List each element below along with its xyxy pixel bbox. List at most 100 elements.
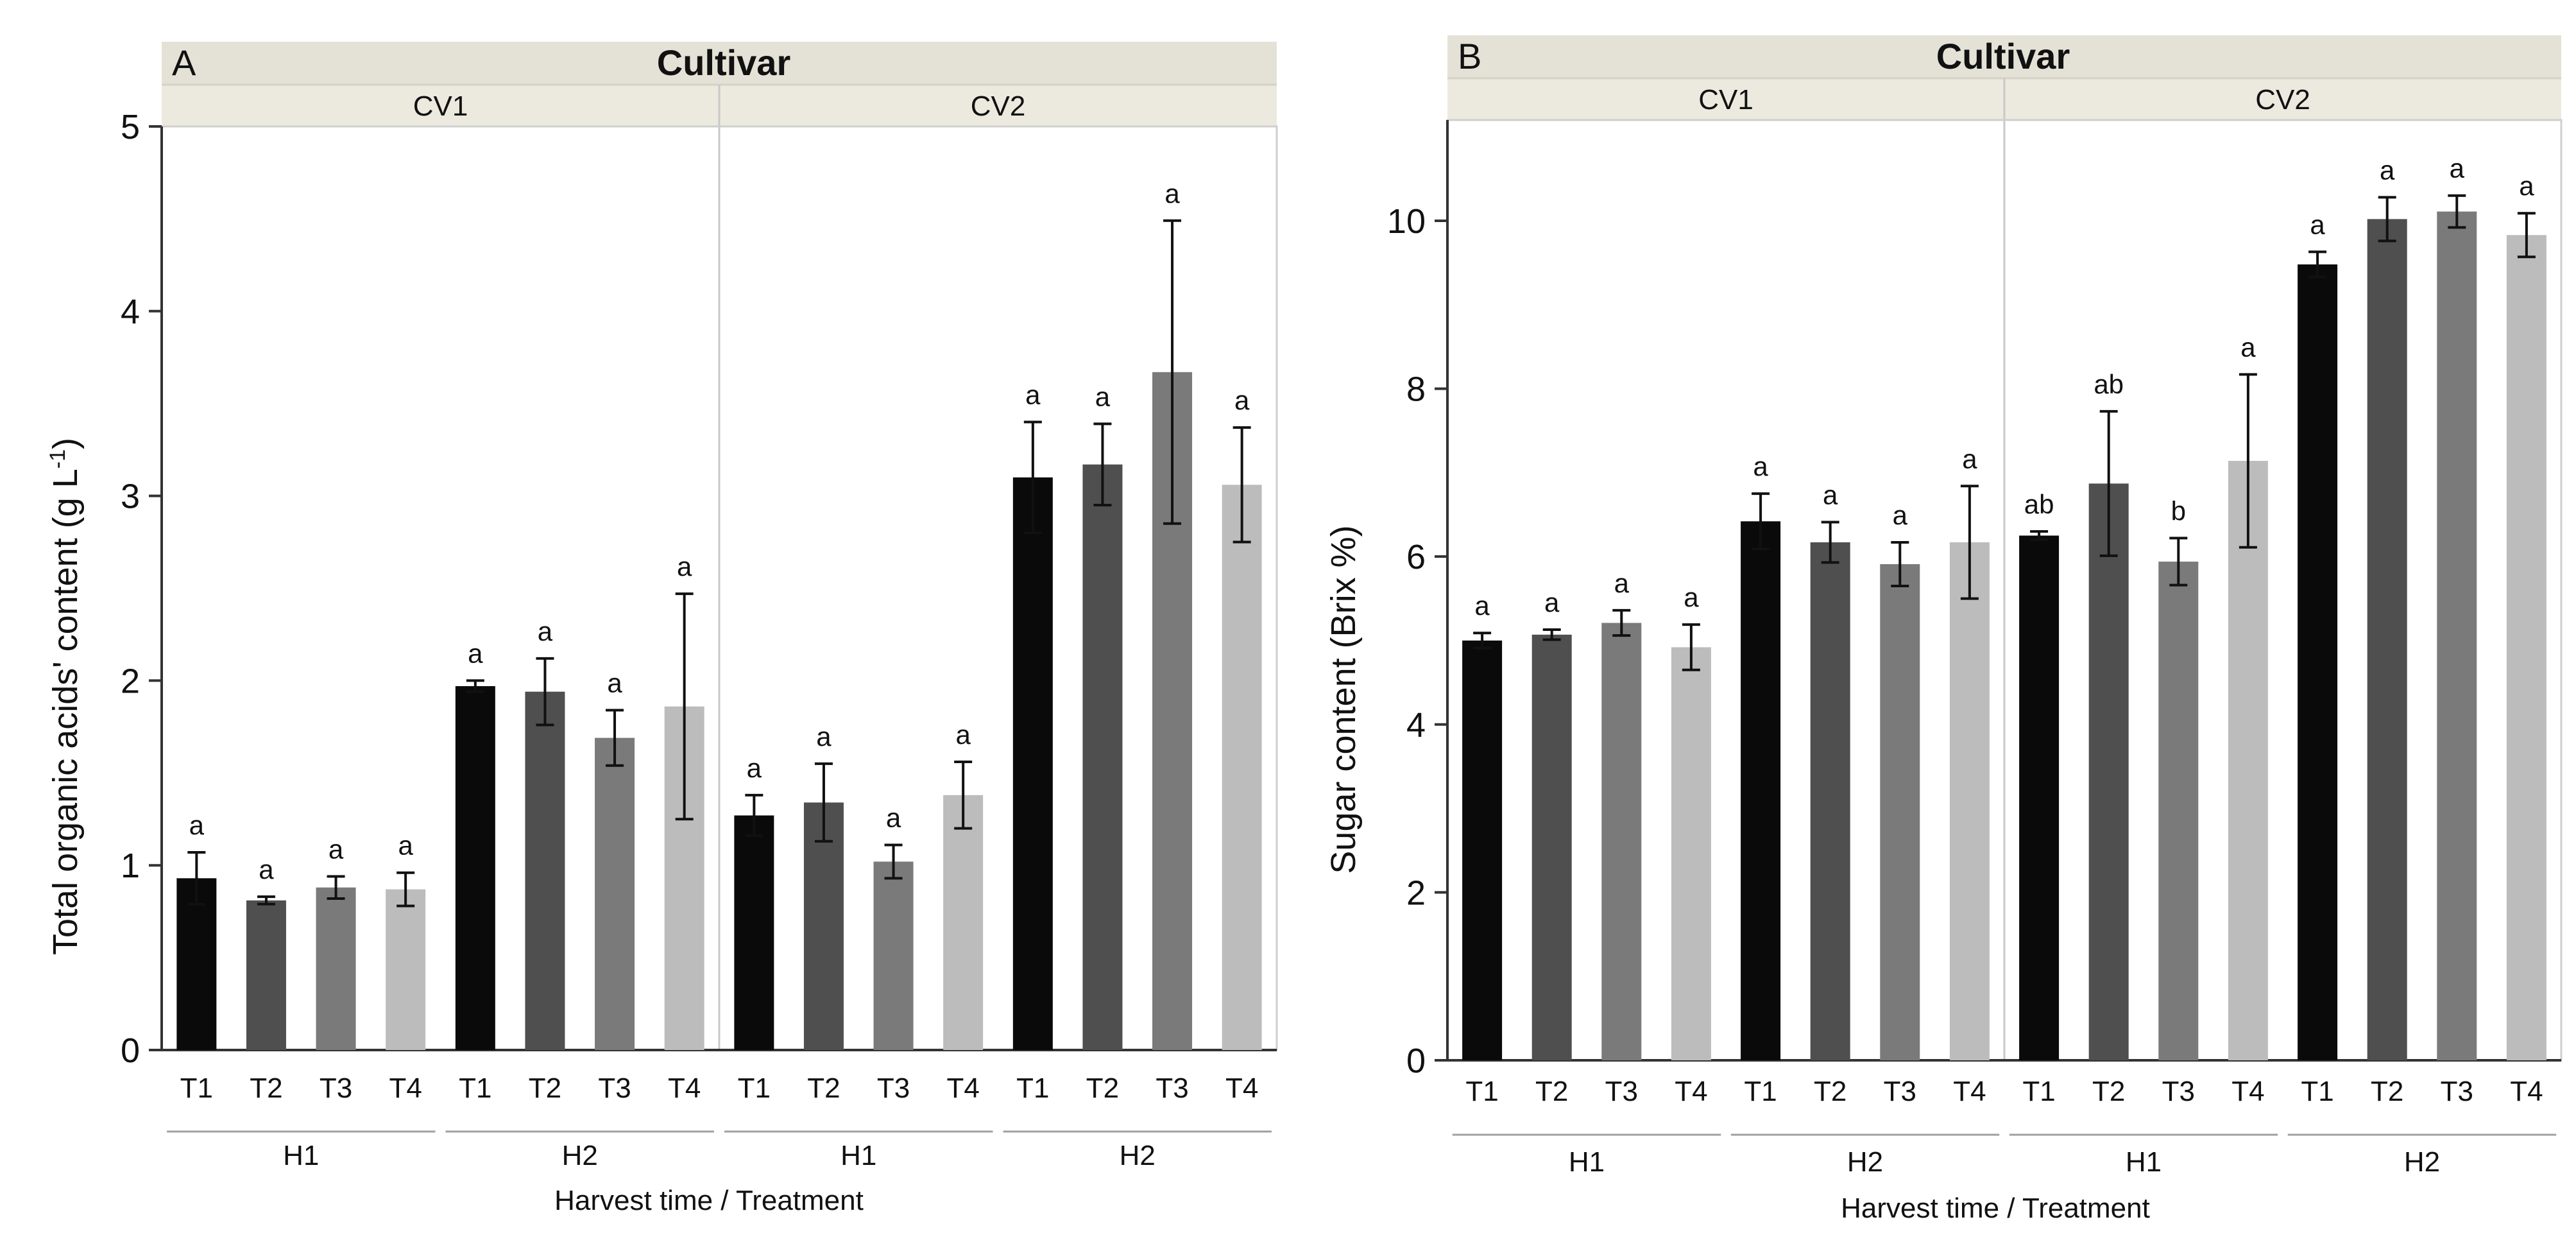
bar-cv1-h1-t2 (246, 900, 286, 1050)
significance-letter: a (747, 753, 762, 783)
panel-label: B (1458, 36, 1481, 76)
x-tick-label: T2 (2092, 1076, 2125, 1107)
significance-letter: ab (2024, 489, 2054, 519)
significance-letter: a (1234, 385, 1250, 415)
significance-letter: a (2519, 171, 2534, 201)
x-tick-label: T2 (250, 1072, 282, 1104)
cultivar-label-cv1: CV1 (413, 90, 468, 122)
significance-letter: a (1823, 480, 1838, 510)
x-tick-label: T4 (1225, 1072, 1258, 1104)
bar-cv2-h1-t2 (803, 802, 844, 1050)
significance-letter: a (189, 810, 205, 840)
bar-cv2-h1-t4 (943, 795, 984, 1050)
significance-letter: a (886, 803, 901, 833)
significance-letter: a (607, 668, 622, 698)
x-tick-label: T2 (807, 1072, 840, 1104)
harvest-label-h2: H2 (2404, 1146, 2440, 1178)
bar-cv1-h2-t3 (595, 737, 635, 1050)
x-tick-label: T4 (389, 1072, 422, 1104)
bar-cv2-h2-t2 (2367, 219, 2407, 1061)
x-tick-label: T3 (2441, 1076, 2473, 1107)
harvest-label-h2: H2 (1847, 1146, 1883, 1178)
y-tick-label: 0 (121, 1031, 140, 1070)
y-tick-label: 5 (121, 108, 140, 146)
y-axis-title: Total organic acids' content (g L-1) (46, 438, 85, 955)
bar-cv2-h1-t4 (2228, 461, 2268, 1060)
x-tick-label: T2 (1086, 1072, 1119, 1104)
bar-cv2-h2-t2 (1082, 464, 1123, 1050)
bar-cv1-h1-t1 (1462, 640, 1503, 1060)
x-tick-label: T1 (2022, 1076, 2055, 1107)
significance-letter: a (538, 616, 553, 646)
x-tick-label: T3 (1884, 1076, 1916, 1107)
significance-letter: a (398, 831, 413, 861)
significance-letter: a (1544, 587, 1560, 617)
bar-cv1-h2-t2 (525, 691, 565, 1050)
significance-letter: a (1684, 582, 1699, 612)
harvest-label-h1: H1 (840, 1140, 876, 1171)
strip-title: Cultivar (1936, 36, 2070, 76)
bar-cv2-h1-t3 (2158, 562, 2199, 1060)
y-axis-title-text: Sugar content (Brix %) (1324, 525, 1363, 874)
strip-title: Cultivar (657, 42, 791, 83)
x-tick-label: T3 (1605, 1076, 1638, 1107)
bar-cv1-h1-t4 (1671, 647, 1711, 1060)
y-tick-label: 1 (121, 847, 140, 885)
y-tick-label: 0 (1406, 1042, 1426, 1080)
strip-cultivar (162, 42, 1277, 85)
y-tick-label: 4 (1406, 706, 1426, 745)
x-tick-label: T3 (320, 1072, 352, 1104)
significance-letter: a (1893, 500, 1908, 530)
bar-cv2-h2-t3 (2437, 211, 2477, 1060)
significance-letter: a (1962, 444, 1977, 474)
y-tick-label: 2 (1406, 874, 1426, 912)
bar-cv1-h1-t4 (386, 889, 426, 1050)
significance-letter: b (2171, 495, 2186, 526)
x-tick-label: T2 (2371, 1076, 2403, 1107)
x-tick-label: T2 (529, 1072, 561, 1104)
bar-cv1-h2-t1 (455, 686, 495, 1050)
x-tick-label: T2 (1535, 1076, 1568, 1107)
y-axis-title-text: Total organic acids' content (g L (46, 469, 85, 955)
bar-cv2-h2-t4 (1222, 485, 1262, 1050)
x-tick-label: T4 (946, 1072, 979, 1104)
significance-letter: a (955, 719, 971, 750)
x-tick-label: T4 (2510, 1076, 2543, 1107)
x-tick-label: T1 (1465, 1076, 1498, 1107)
panel-label: A (172, 42, 196, 83)
strip-cultivar (1447, 35, 2561, 78)
bar-cv1-h1-t3 (316, 887, 356, 1050)
bar-cv1-h1-t2 (1531, 634, 1572, 1060)
significance-letter: a (1025, 379, 1041, 409)
x-tick-label: T4 (1953, 1076, 1986, 1107)
x-axis-title: Harvest time / Treatment (554, 1185, 864, 1216)
significance-letter: a (259, 854, 274, 884)
significance-letter: a (1095, 381, 1111, 411)
x-tick-label: T3 (1156, 1072, 1188, 1104)
significance-letter: a (2240, 332, 2256, 362)
x-tick-label: T3 (877, 1072, 910, 1104)
y-tick-label: 3 (121, 478, 140, 516)
significance-letter: a (2450, 153, 2465, 184)
bar-cv2-h2-t1 (2298, 264, 2338, 1060)
bar-cv1-h2-t1 (1741, 521, 1781, 1060)
harvest-label-h1: H1 (283, 1140, 319, 1171)
cultivar-label-cv2: CV2 (2255, 84, 2310, 116)
significance-letter: a (677, 551, 692, 581)
x-tick-label: T4 (668, 1072, 701, 1104)
bar-cv2-h1-t1 (2019, 535, 2060, 1060)
bar-cv2-h2-t1 (1012, 477, 1053, 1050)
significance-letter: a (1474, 590, 1490, 621)
y-axis-title-sup: -1 (46, 449, 70, 469)
x-tick-label: T3 (598, 1072, 631, 1104)
cultivar-label-cv2: CV2 (971, 90, 1026, 122)
x-tick-label: T1 (459, 1072, 491, 1104)
x-axis-title: Harvest time / Treatment (1841, 1193, 2150, 1224)
harvest-label-h2: H2 (1120, 1140, 1156, 1171)
x-tick-label: T4 (2231, 1076, 2264, 1107)
significance-letter: a (328, 834, 344, 864)
significance-letter: a (1164, 178, 1180, 209)
significance-letter: a (2380, 155, 2395, 185)
bar-cv1-h1-t3 (1601, 623, 1642, 1060)
